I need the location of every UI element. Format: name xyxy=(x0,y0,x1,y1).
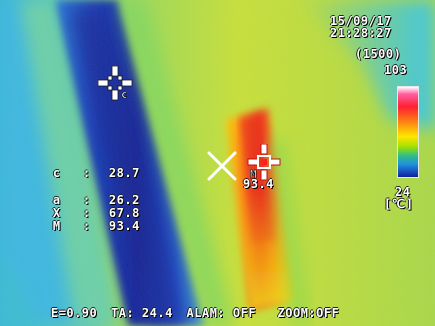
measurement-row-a: a: 26.2 xyxy=(22,181,140,220)
cold-spot-cursor-icon[interactable]: c xyxy=(98,66,138,106)
hot-spot-value: 93.4 xyxy=(243,177,274,191)
measurement-separator: : xyxy=(82,219,91,233)
alarm-status: ALAM: OFF xyxy=(186,306,257,320)
measurement-separator: : xyxy=(82,206,91,220)
measurement-separator: : xyxy=(82,193,91,207)
measurement-value: 67.8 xyxy=(108,206,140,220)
measurement-value: 26.2 xyxy=(108,193,140,207)
time-readout: 21:28:27 xyxy=(330,26,392,40)
scale-unit-label: [℃] xyxy=(384,197,414,211)
measurement-separator: : xyxy=(82,166,91,180)
measurement-key: X xyxy=(52,206,61,220)
emissivity-readout: E=0.90 xyxy=(50,306,98,320)
status-bar: E=0.90 TA: 24.4 ALAM: OFF ZOOM:OFF xyxy=(20,294,345,326)
zoom-status: ZOOM:OFF xyxy=(277,306,340,320)
range-readout: (1500) xyxy=(355,47,402,61)
scale-max-value: 103 xyxy=(384,63,408,77)
scale-min-value: 24 xyxy=(395,185,411,199)
measurement-key: a xyxy=(52,193,61,207)
temperature-color-scale xyxy=(397,86,419,178)
measurement-row-c: c: 28.7 xyxy=(22,154,140,193)
measurement-value: 28.7 xyxy=(108,166,140,180)
measurement-key: c xyxy=(52,166,61,180)
measurement-row-x: X: 67.8 xyxy=(22,194,140,233)
hot-spot-label: M xyxy=(250,168,257,181)
cold-spot-label: c xyxy=(121,88,128,101)
hot-spot-cursor-icon[interactable]: M xyxy=(246,144,286,184)
date-readout: 15/09/17 xyxy=(330,14,392,28)
crosshair-x-icon[interactable] xyxy=(206,150,238,182)
measurement-row-m: M: 93.4 xyxy=(22,207,140,246)
measurement-value: 93.4 xyxy=(108,219,140,233)
ambient-temp-readout: TA: 24.4 xyxy=(111,306,173,320)
measurement-key: M xyxy=(52,219,61,233)
